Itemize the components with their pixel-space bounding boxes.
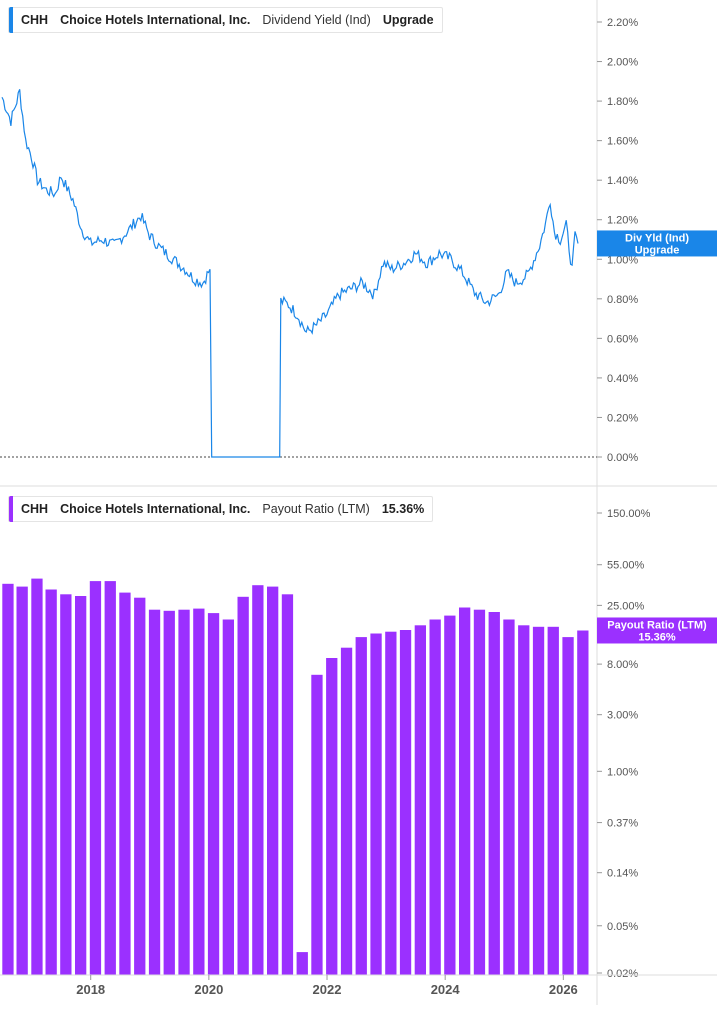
y-tick-label: 2.00% [607, 57, 638, 69]
payout-bar [385, 631, 397, 975]
y-tick-label: 0.60% [607, 333, 638, 345]
legend-value: Upgrade [382, 13, 434, 27]
y-tick-label: 1.00% [607, 254, 638, 266]
payout-bar [503, 619, 515, 975]
payout-bar [459, 607, 471, 975]
y-tick-label: 1.80% [607, 96, 638, 108]
payout-bar [518, 625, 530, 975]
y-tick-label: 0.37% [607, 818, 638, 830]
payout-bar [2, 583, 14, 975]
payout-bar [473, 609, 486, 975]
y-tick-label: 3.00% [607, 710, 638, 722]
payout-bar [281, 594, 294, 975]
legend-company: Choice Hotels International, Inc. [60, 13, 251, 27]
y-tick-label: 2.20% [607, 17, 638, 29]
y-tick-label: 0.20% [607, 412, 638, 424]
y-tick-label: 1.00% [607, 766, 638, 778]
payout-bar [119, 592, 131, 975]
legend-swatch [9, 496, 13, 522]
legend-metric: Dividend Yield (Ind) [262, 13, 371, 27]
payout-bar [60, 594, 72, 975]
x-tick-label: 2026 [549, 982, 578, 997]
payout-value-tag [597, 617, 717, 644]
payout-tag-line2: 15.36% [638, 631, 676, 643]
payout-bar [577, 630, 589, 975]
legend-value: 15.36% [381, 502, 425, 516]
payout-bar [296, 952, 308, 975]
y-tick-label: 1.40% [607, 175, 638, 187]
payout-bar [429, 619, 441, 975]
payout-bar [370, 633, 382, 975]
payout-bar [237, 596, 249, 975]
x-tick-label: 2024 [431, 982, 461, 997]
legend-payout-ratio[interactable]: CHH Choice Hotels International, Inc. Pa… [8, 496, 434, 522]
payout-bar [340, 647, 353, 975]
payout-bar [488, 612, 500, 975]
dividend-yield-line [1, 89, 579, 458]
payout-bar [444, 615, 456, 975]
payout-bar [547, 626, 559, 975]
y-tick-label: 0.00% [607, 452, 638, 464]
y-tick-label: 0.14% [607, 868, 638, 880]
payout-bar [207, 613, 220, 975]
payout-bar [31, 578, 43, 975]
x-tick-label: 2018 [76, 982, 105, 997]
payout-bar [75, 596, 87, 975]
payout-bar [45, 589, 57, 975]
payout-bar [399, 630, 412, 975]
legend-ticker: CHH [21, 502, 49, 516]
payout-bar [16, 586, 28, 975]
yield-tag-line1: Div Yld (Ind) [625, 232, 689, 244]
payout-bars [2, 578, 589, 975]
payout-bar [134, 597, 146, 975]
x-tick-label: 2022 [313, 982, 342, 997]
y-tick-label: 1.60% [607, 136, 638, 148]
yield-series [1, 89, 579, 458]
payout-bar [562, 637, 574, 975]
y-tick-label: 1.20% [607, 215, 638, 227]
payout-bar [104, 581, 116, 975]
payout-bar [148, 609, 161, 975]
payout-bar [311, 674, 323, 975]
payout-bar [414, 625, 426, 975]
payout-bar [222, 619, 234, 975]
y-tick-label: 0.05% [607, 921, 638, 933]
payout-bar [532, 626, 545, 975]
yield-value-tag [597, 230, 717, 257]
legend-swatch [9, 7, 13, 33]
legend-ticker: CHH [21, 13, 49, 27]
payout-bar [178, 609, 190, 975]
y-tick-label: 0.80% [607, 294, 638, 306]
payout-bar [252, 585, 264, 975]
payout-axis: 0.02% 0.05% 0.14% 0.37% 1.00% 3.00% 8.00% 25.00… [597, 508, 651, 980]
x-axis: 2018 2020 2022 2024 2026 [0, 974, 717, 997]
y-tick-label: 0.02% [607, 968, 638, 980]
y-tick-label: 55.00% [607, 560, 645, 572]
payout-bar [355, 637, 367, 975]
payout-bar [267, 586, 279, 975]
payout-bar [326, 658, 338, 975]
x-tick-label: 2020 [194, 982, 223, 997]
y-tick-label: 8.00% [607, 659, 638, 671]
y-tick-label: 25.00% [607, 600, 645, 612]
legend-company: Choice Hotels International, Inc. [60, 502, 251, 516]
legend-metric: Payout Ratio (LTM) [262, 502, 370, 516]
yield-tag-line2: Upgrade [635, 244, 680, 256]
payout-tag-line1: Payout Ratio (LTM) [607, 619, 707, 631]
payout-bar [163, 610, 175, 975]
legend-dividend-yield[interactable]: CHH Choice Hotels International, Inc. Di… [8, 7, 443, 33]
y-tick-label: 0.40% [607, 373, 638, 385]
payout-bar [89, 581, 102, 975]
payout-bar [193, 608, 205, 975]
y-tick-label: 150.00% [607, 508, 651, 520]
